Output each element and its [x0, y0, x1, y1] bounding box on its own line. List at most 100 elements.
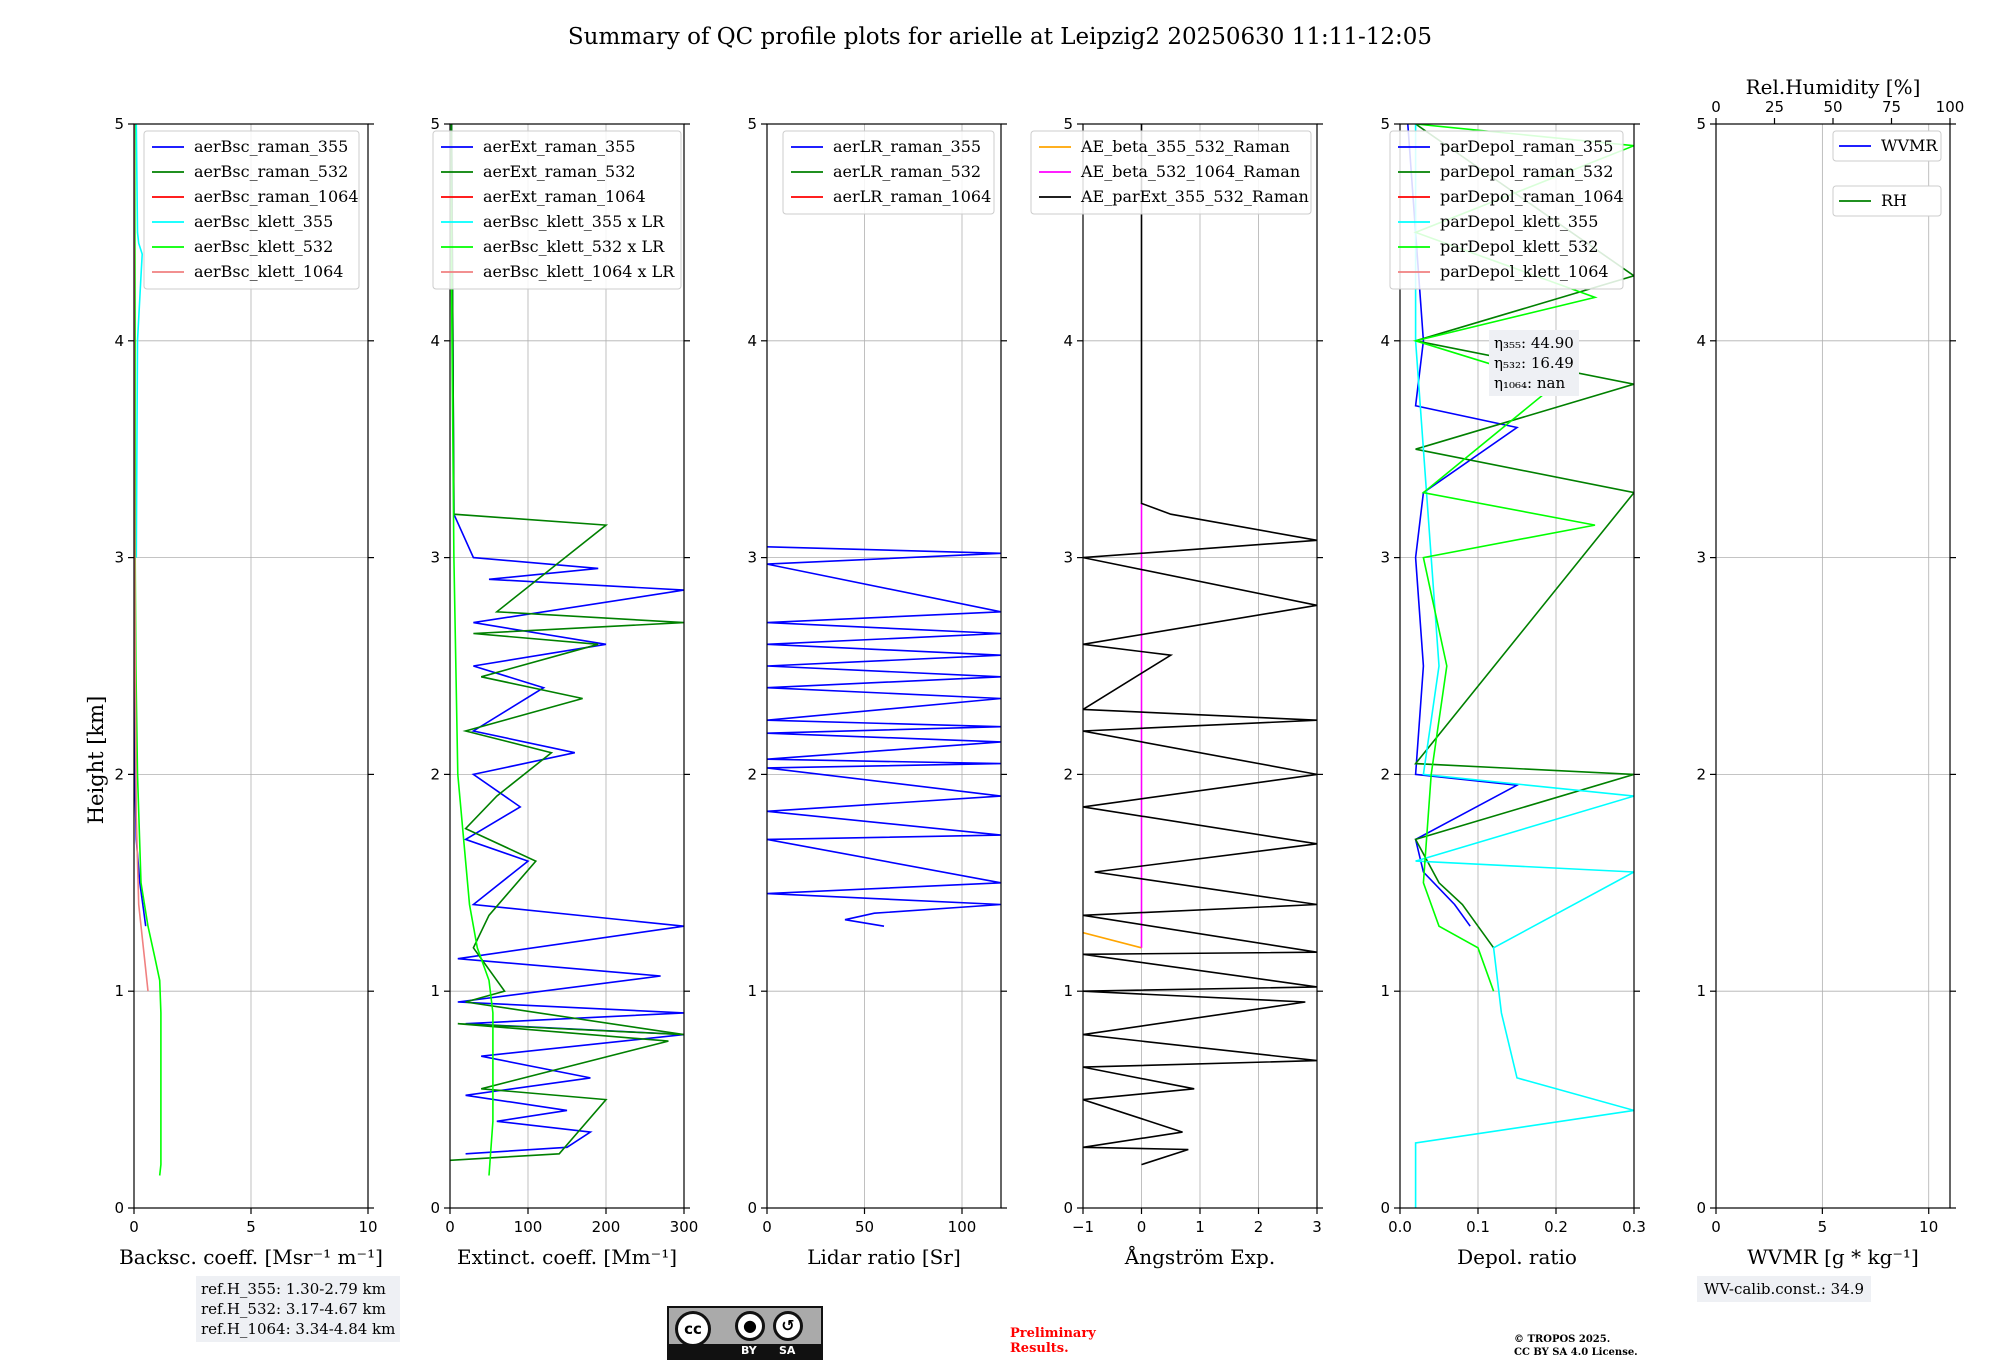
- x-tick-label: −1: [1072, 1218, 1094, 1236]
- x-tick-label: 10: [1919, 1218, 1938, 1236]
- legend-label: aerBsc_klett_1064 x LR: [483, 262, 675, 281]
- legend-frame: [432, 130, 682, 290]
- legend-label: aerExt_raman_532: [483, 162, 636, 181]
- reference-heights-box: ref.H_355: 1.30-2.79 km ref.H_532: 3.17-…: [196, 1276, 401, 1342]
- legend: aerLR_raman_355 aerLR_raman_532 aerLR_rama…: [782, 130, 995, 215]
- eta-1064: η₁₀₆₄: nan: [1494, 374, 1566, 392]
- legend-label: AE_parExt_355_532_Raman: [1080, 187, 1309, 206]
- legend-frame: [1832, 130, 1942, 162]
- top-x-axis-label: Rel.Humidity [%]: [1746, 75, 1921, 99]
- legend-frame: [1832, 185, 1942, 217]
- x-tick-label: 0.3: [1622, 1218, 1646, 1236]
- y-tick-label: 1: [1380, 982, 1390, 1000]
- y-tick-label: 1: [1063, 982, 1073, 1000]
- y-tick-label: 3: [1380, 549, 1390, 567]
- legend-frame: [1030, 130, 1312, 215]
- share-alike-icon: ↺: [773, 1311, 803, 1341]
- x-tick-label: 100: [948, 1218, 977, 1236]
- x-tick-label: 0: [1711, 1218, 1721, 1236]
- x-tick-label: 1: [1195, 1218, 1205, 1236]
- legend-label: RH: [1881, 191, 1907, 210]
- y-tick-label: 1: [430, 982, 440, 1000]
- y-tick-label: 3: [1696, 549, 1706, 567]
- x-tick-label: 50: [855, 1218, 874, 1236]
- x-tick-label: 10: [358, 1218, 377, 1236]
- series-line-aerExt-raman-532: [450, 124, 684, 1162]
- x-tick-label: 100: [514, 1218, 543, 1236]
- ref-height-1064: ref.H_1064: 3.34-4.84 km: [201, 1320, 396, 1338]
- legend-label: aerLR_raman_532: [833, 162, 981, 181]
- legend-label: aerBsc_raman_532: [194, 162, 348, 181]
- legend-label: aerBsc_raman_1064: [194, 187, 359, 206]
- legend: aerExt_raman_355 aerExt_raman_532 aerExt_r…: [432, 130, 682, 290]
- y-tick-label: 3: [747, 549, 757, 567]
- y-tick-label: 5: [114, 115, 124, 133]
- x-tick-label: 5: [246, 1218, 256, 1236]
- x-tick-label: 5: [1818, 1218, 1828, 1236]
- legend-label: aerBsc_klett_1064: [194, 262, 343, 281]
- top-x-tick-label: 50: [1823, 98, 1842, 116]
- y-tick-label: 0: [430, 1199, 440, 1217]
- license-by-label: BY: [741, 1344, 757, 1357]
- legend-label: AE_beta_532_1064_Raman: [1080, 162, 1300, 181]
- legend-label: parDepol_klett_532: [1440, 237, 1598, 256]
- legend-label: aerBsc_raman_355: [194, 137, 348, 156]
- legend-frame: [782, 130, 995, 215]
- legend-label: AE_beta_355_532_Raman: [1080, 137, 1290, 156]
- cc-license-badge: cc ● ↺ BY SA: [667, 1306, 823, 1360]
- license-sa-label: SA: [779, 1344, 796, 1357]
- x-tick-label: 200: [592, 1218, 621, 1236]
- top-x-tick-label: 75: [1882, 98, 1901, 116]
- copyright-line-2: CC BY SA 4.0 License.: [1514, 1347, 1638, 1358]
- x-tick-label: 0: [129, 1218, 139, 1236]
- y-tick-label: 3: [114, 549, 124, 567]
- preliminary-line-1: Preliminary: [1010, 1326, 1096, 1341]
- figure-title: Summary of QC profile plots for arielle …: [568, 24, 1432, 50]
- y-tick-label: 1: [1696, 982, 1706, 1000]
- legend-label: aerBsc_klett_532 x LR: [483, 237, 665, 256]
- plot-frame: [1715, 123, 1951, 1209]
- y-tick-label: 5: [1696, 115, 1706, 133]
- legend-label: parDepol_klett_355: [1440, 212, 1598, 231]
- copyright-note: © TROPOS 2025. CC BY SA 4.0 License.: [1514, 1333, 1638, 1359]
- y-tick-label: 5: [1380, 115, 1390, 133]
- y-tick-label: 4: [1696, 332, 1706, 350]
- legend-RH: RH: [1832, 185, 1942, 217]
- top-x-tick-label: 100: [1936, 98, 1965, 116]
- series-line-parDepol-raman-532: [1413, 124, 1634, 949]
- series-line-aerBsc-klett-355: [135, 124, 144, 558]
- x-tick-label: 0: [762, 1218, 772, 1236]
- y-tick-label: 0: [1696, 1199, 1706, 1217]
- legend-label: aerBsc_klett_355 x LR: [483, 212, 665, 231]
- series-line-aerBsc-klett-1064: [134, 124, 149, 992]
- wv-calib-box: WV-calib.const.: 34.9: [1697, 1276, 1872, 1302]
- legend-label: parDepol_raman_1064: [1440, 187, 1624, 206]
- x-tick-label: 2: [1254, 1218, 1264, 1236]
- preliminary-line-2: Results.: [1010, 1341, 1069, 1356]
- x-axis-label: Ångström Exp.: [1124, 1244, 1275, 1269]
- series-line-aerLR-raman-355: [767, 546, 1001, 927]
- y-tick-label: 5: [747, 115, 757, 133]
- legend: aerBsc_raman_355 aerBsc_raman_532 aerBsc_r…: [143, 130, 360, 290]
- y-tick-label: 2: [747, 765, 757, 783]
- panel-extinction: 0 1 2 3 4 5 0 100 200 300 Extinct. coeff. [Mm⁻¹] ae…: [430, 115, 698, 1269]
- ref-height-532: ref.H_532: 3.17-4.67 km: [201, 1300, 386, 1318]
- y-tick-label: 2: [1380, 765, 1390, 783]
- series-line-parDepol-klett-355: [1414, 124, 1634, 1208]
- y-tick-label: 4: [114, 332, 124, 350]
- legend-label: aerExt_raman_1064: [483, 187, 646, 206]
- attribution-icon: ●: [735, 1311, 765, 1341]
- y-tick-label: 2: [1696, 765, 1706, 783]
- x-tick-label: 0: [445, 1218, 455, 1236]
- series-line-aerBsc-klett-532-x-LR: [450, 124, 494, 1176]
- y-tick-label: 2: [114, 765, 124, 783]
- x-axis-label: Depol. ratio: [1457, 1245, 1577, 1269]
- legend-label: WVMR: [1881, 136, 1938, 155]
- y-tick-label: 4: [1063, 332, 1073, 350]
- series-line-parDepol-raman-355: [1407, 124, 1520, 927]
- x-axis-label: Backsc. coeff. [Msr⁻¹ m⁻¹]: [119, 1245, 383, 1269]
- panel-depolarization: 0 1 2 3 4 5 0.0 0.1 0.2 0.3 Depol. ratio parDepol_r…: [1380, 115, 1645, 1269]
- panel-backscatter: 0 1 2 3 4 5 0 5 10 Backsc. coeff. [Msr⁻¹ m⁻¹] aerB…: [114, 115, 382, 1269]
